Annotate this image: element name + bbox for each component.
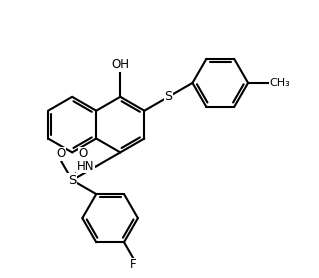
Text: S: S <box>164 90 173 103</box>
Text: HN: HN <box>77 160 94 173</box>
Text: OH: OH <box>111 58 129 71</box>
Text: CH₃: CH₃ <box>270 78 290 88</box>
Text: O: O <box>56 147 66 160</box>
Text: S: S <box>68 174 76 187</box>
Text: O: O <box>79 147 88 160</box>
Text: F: F <box>130 258 136 271</box>
